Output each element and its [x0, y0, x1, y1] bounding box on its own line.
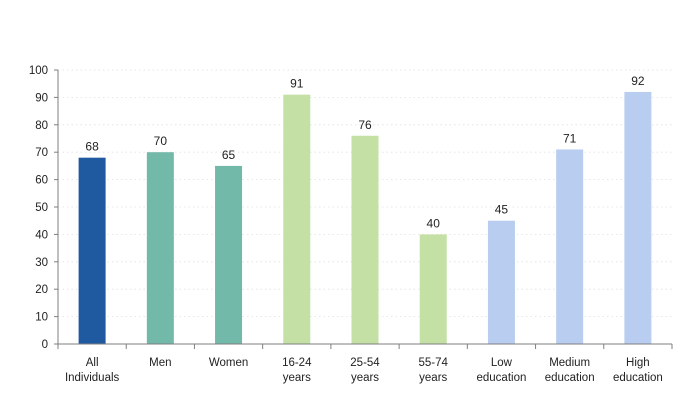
- x-tick-label: All: [86, 357, 99, 369]
- x-tick-label: education: [545, 372, 595, 384]
- bar: [215, 165, 243, 344]
- bar-value-label: 65: [222, 148, 236, 162]
- x-tick-label: years: [283, 372, 311, 384]
- bar: [78, 157, 106, 344]
- x-tick-label: Individuals: [65, 372, 120, 384]
- y-tick-label: 60: [35, 175, 48, 187]
- y-tick-label: 70: [35, 147, 48, 159]
- bar-value-label: 45: [495, 203, 509, 217]
- y-tick-label: 80: [35, 120, 48, 132]
- bar: [283, 94, 311, 344]
- bar-value-label: 68: [85, 140, 99, 154]
- y-tick-label: 40: [35, 229, 48, 241]
- bar-value-label: 92: [631, 74, 645, 88]
- y-tick-label: 20: [35, 284, 48, 296]
- bar: [624, 91, 652, 344]
- y-tick-label: 30: [35, 257, 48, 269]
- bar: [487, 220, 515, 344]
- bar: [419, 234, 447, 344]
- x-tick-label: Low: [491, 357, 513, 369]
- y-tick-label: 10: [35, 312, 48, 324]
- bars: 68 70 65 91 76 40 45 71 92: [78, 74, 652, 344]
- y-tick-label: 90: [35, 92, 48, 104]
- x-tick-label: education: [613, 372, 663, 384]
- y-axis: 0 10 20 30 40 50 60 70 80 90 100: [29, 65, 59, 351]
- x-tick-label: years: [351, 372, 379, 384]
- x-tick-label: education: [477, 372, 527, 384]
- bar-value-label: 91: [290, 77, 304, 91]
- bar-value-label: 70: [154, 134, 168, 148]
- bar: [556, 149, 584, 344]
- y-tick-label: 0: [42, 339, 48, 351]
- x-tick-label: 25-54: [350, 357, 380, 369]
- bar: [146, 152, 174, 344]
- x-tick-label: Medium: [549, 357, 590, 369]
- x-tick-label: years: [419, 372, 447, 384]
- x-axis: All Individuals Men Women 16-24 years 25-54 yea…: [57, 343, 673, 384]
- bar-value-label: 71: [563, 131, 577, 145]
- x-tick-label: 55-74: [419, 357, 449, 369]
- bar-value-label: 40: [427, 216, 441, 230]
- x-tick-label: Women: [209, 357, 248, 369]
- x-tick-label: High: [626, 357, 650, 369]
- x-tick-label: Men: [149, 357, 171, 369]
- y-tick-label: 50: [35, 202, 48, 214]
- bar-value-label: 76: [358, 118, 372, 132]
- bar: [351, 135, 379, 344]
- y-tick-label: 100: [29, 65, 48, 77]
- x-tick-label: 16-24: [282, 357, 312, 369]
